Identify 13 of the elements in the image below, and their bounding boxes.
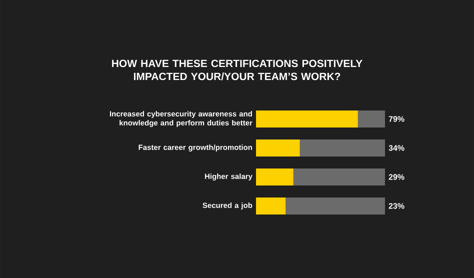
data-label: 79% <box>388 116 404 122</box>
chart-title: HOW HAVE THESE CERTIFICATIONS POSITIVELY IMPACTED YOUR/YOUR TEAM’S WORK? <box>112 60 362 80</box>
data-label: 23% <box>388 203 404 209</box>
bar <box>256 168 294 186</box>
data-label: 29% <box>388 174 404 180</box>
bar <box>300 139 385 156</box>
bar <box>256 139 300 156</box>
bar <box>256 197 286 214</box>
bar <box>293 168 385 186</box>
bar <box>256 110 358 128</box>
bar <box>358 110 385 128</box>
bar <box>286 197 385 214</box>
data-label: 34% <box>388 145 404 151</box>
